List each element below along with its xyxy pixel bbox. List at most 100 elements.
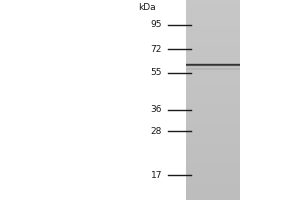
Bar xyxy=(186,130,240,132)
Text: 95: 95 xyxy=(151,20,162,29)
Bar xyxy=(186,188,240,190)
Text: 55: 55 xyxy=(151,68,162,77)
Bar xyxy=(186,170,240,172)
Bar xyxy=(186,88,240,90)
Bar xyxy=(186,84,240,86)
Bar xyxy=(186,178,240,180)
Bar xyxy=(186,68,240,70)
Bar xyxy=(186,22,240,24)
Bar xyxy=(186,74,240,76)
Bar xyxy=(186,94,240,96)
Bar xyxy=(186,82,240,84)
Bar xyxy=(186,44,240,46)
Bar xyxy=(186,32,240,34)
Bar xyxy=(186,132,240,134)
Bar xyxy=(186,144,240,146)
Bar xyxy=(186,138,240,140)
Bar xyxy=(186,72,240,74)
Bar xyxy=(186,182,240,184)
Bar xyxy=(186,52,240,54)
Bar xyxy=(186,164,240,166)
Bar xyxy=(186,6,240,8)
Bar xyxy=(186,62,240,64)
Bar xyxy=(186,198,240,200)
Bar xyxy=(186,166,240,168)
Bar xyxy=(186,172,240,174)
Bar xyxy=(186,60,240,62)
Bar xyxy=(186,114,240,116)
Bar xyxy=(186,124,240,126)
Bar xyxy=(186,38,240,40)
Bar xyxy=(186,152,240,154)
Bar xyxy=(186,10,240,12)
Bar xyxy=(186,34,240,36)
Bar xyxy=(186,192,240,194)
Bar xyxy=(186,48,240,50)
Bar xyxy=(186,56,240,58)
Bar xyxy=(186,8,240,10)
Bar xyxy=(186,40,240,42)
Bar xyxy=(186,110,240,112)
Bar xyxy=(186,118,240,120)
Bar xyxy=(186,128,240,130)
Bar xyxy=(186,28,240,30)
Bar xyxy=(186,160,240,162)
Bar xyxy=(186,120,240,122)
Bar xyxy=(186,148,240,150)
Bar xyxy=(186,68,240,70)
Bar xyxy=(186,116,240,118)
Bar xyxy=(186,96,240,98)
Bar xyxy=(186,36,240,38)
Bar xyxy=(186,20,240,22)
Bar xyxy=(186,146,240,148)
Bar xyxy=(186,100,240,102)
Text: 17: 17 xyxy=(151,171,162,180)
Bar xyxy=(186,122,240,124)
Bar xyxy=(186,92,240,94)
Bar xyxy=(186,108,240,110)
Bar xyxy=(186,184,240,186)
Bar xyxy=(186,50,240,52)
Bar xyxy=(186,90,240,92)
Bar xyxy=(186,134,240,136)
Bar xyxy=(186,98,240,100)
Bar xyxy=(186,0,240,2)
Bar xyxy=(186,186,240,188)
Bar xyxy=(186,102,240,104)
Bar xyxy=(186,80,240,82)
Bar xyxy=(186,2,240,4)
Bar xyxy=(186,26,240,28)
Bar xyxy=(186,176,240,178)
Bar xyxy=(186,18,240,20)
Bar xyxy=(186,30,240,32)
Bar xyxy=(186,156,240,158)
Bar xyxy=(186,154,240,156)
Bar xyxy=(186,54,240,56)
Bar xyxy=(186,42,240,44)
Bar xyxy=(186,14,240,16)
Bar xyxy=(186,190,240,192)
Bar xyxy=(186,78,240,80)
Bar xyxy=(186,64,240,66)
Bar xyxy=(186,4,240,6)
Bar xyxy=(186,12,240,14)
Bar xyxy=(186,162,240,164)
Bar xyxy=(186,58,240,60)
Bar xyxy=(186,16,240,18)
Bar xyxy=(186,112,240,114)
Bar xyxy=(186,76,240,78)
Bar xyxy=(186,66,240,68)
Bar xyxy=(186,194,240,196)
Bar xyxy=(186,196,240,198)
Bar xyxy=(186,180,240,182)
Bar xyxy=(186,86,240,88)
Bar xyxy=(186,136,240,138)
Bar xyxy=(186,174,240,176)
Bar xyxy=(186,46,240,48)
Bar xyxy=(186,24,240,26)
Bar xyxy=(186,140,240,142)
Bar xyxy=(186,158,240,160)
Text: 72: 72 xyxy=(151,45,162,54)
Bar xyxy=(186,106,240,108)
Bar xyxy=(186,126,240,128)
